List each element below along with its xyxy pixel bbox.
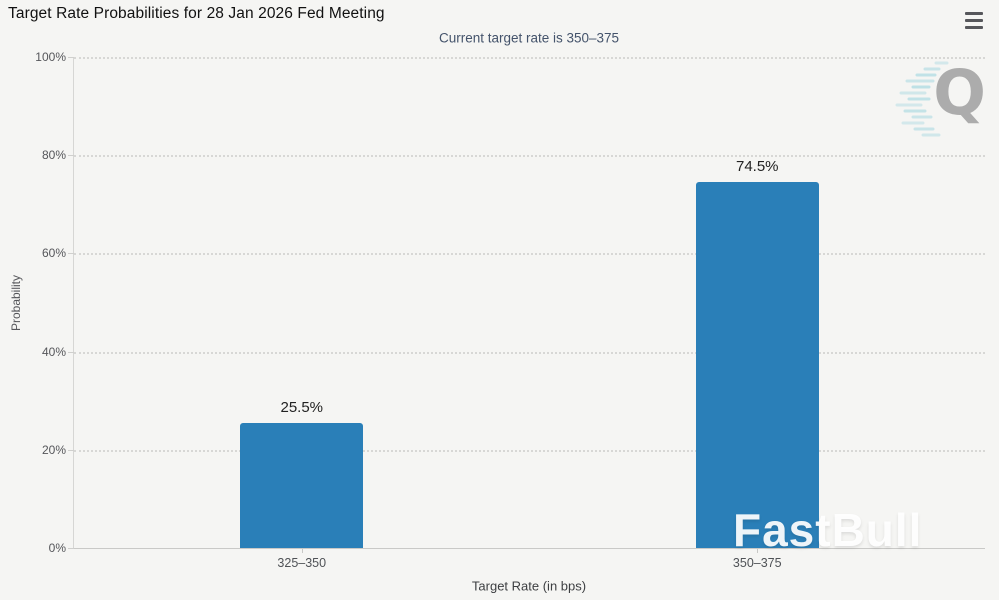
gridline (74, 155, 985, 158)
hamburger-bar (965, 12, 983, 15)
y-tick-label: 40% (41, 344, 66, 359)
bar-value-label: 74.5% (735, 158, 779, 176)
y-tick-label: 100% (35, 50, 66, 64)
y-axis-title: Probability (9, 274, 23, 332)
y-axis-tick (68, 548, 74, 549)
y-tick-label: 80% (41, 148, 66, 163)
y-axis-tick (68, 253, 74, 255)
chart-subtitle: Current target rate is 350–375 (438, 30, 620, 46)
y-tick-label: 0% (48, 541, 66, 555)
x-axis-tick (301, 548, 303, 553)
y-axis-tick (68, 155, 74, 157)
gridline (74, 253, 985, 256)
y-axis-tick (68, 351, 74, 353)
y-tick-label: 60% (41, 246, 66, 261)
gridline (74, 449, 985, 452)
hamburger-bar (965, 26, 983, 29)
chart-title: Target Rate Probabilities for 28 Jan 202… (8, 5, 385, 22)
gridline (74, 351, 985, 354)
y-tick-label: 20% (41, 442, 66, 457)
y-axis-tick (68, 57, 74, 58)
x-tick-label: 325–350 (277, 556, 327, 570)
gridline (74, 57, 985, 59)
x-axis-title: Target Rate (in bps) (471, 578, 587, 594)
bar-325–350[interactable] (240, 422, 364, 548)
x-tick-label: 350–375 (732, 556, 782, 570)
hamburger-menu-icon[interactable] (965, 12, 985, 29)
plot-area: 0% 20% 40% 60% 80% 100% 25.5% 325–350 74.5% 350–3… (35, 50, 985, 570)
hamburger-bar (965, 19, 983, 22)
bar-value-label: 25.5% (280, 398, 324, 416)
x-axis-tick (757, 548, 759, 553)
y-axis-tick (68, 449, 74, 451)
bar-350–375[interactable] (695, 182, 819, 548)
